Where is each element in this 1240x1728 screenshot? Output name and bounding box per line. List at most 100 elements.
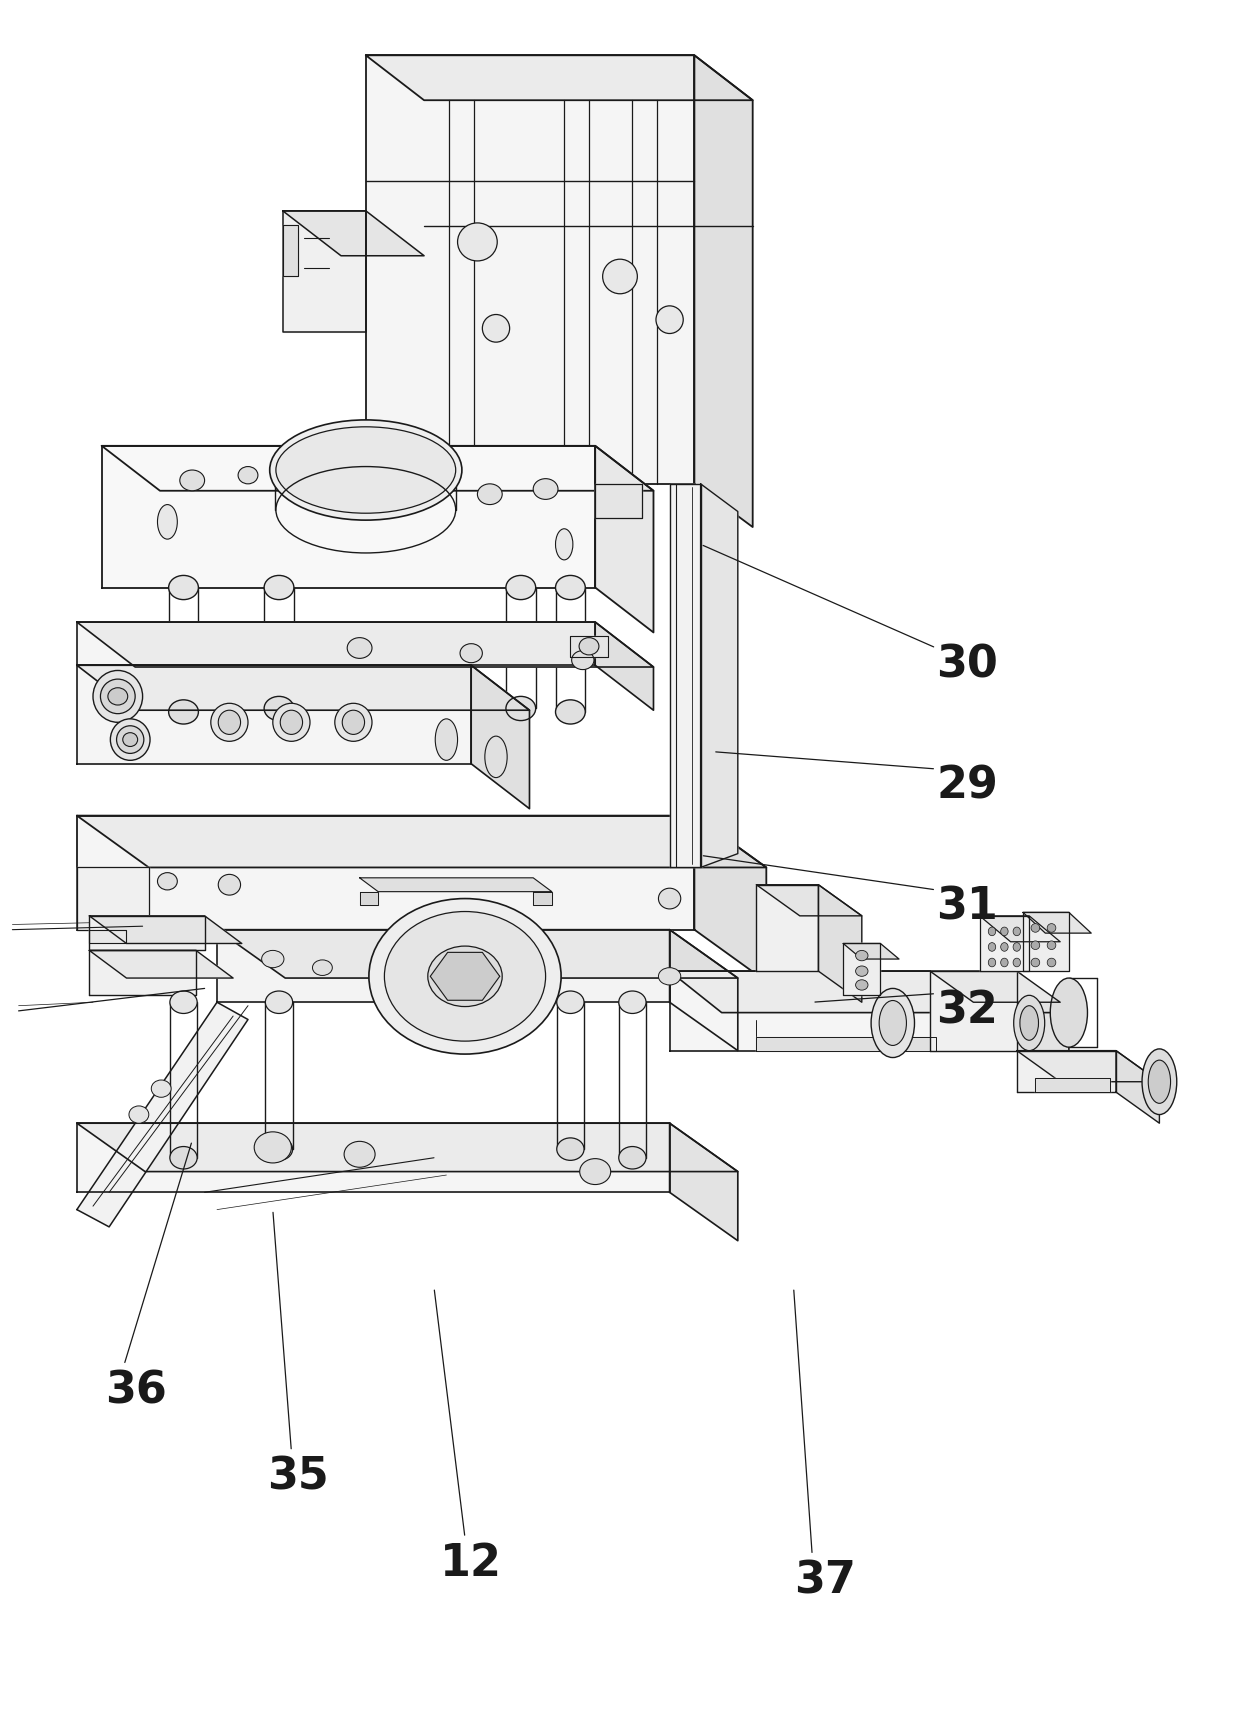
Text: 12: 12 (440, 1543, 502, 1585)
Polygon shape (570, 636, 608, 657)
Polygon shape (843, 943, 880, 995)
Ellipse shape (1142, 1049, 1177, 1115)
Polygon shape (1116, 1051, 1159, 1123)
Ellipse shape (579, 638, 599, 655)
Ellipse shape (557, 990, 584, 1013)
Ellipse shape (477, 484, 502, 505)
Ellipse shape (506, 696, 536, 721)
Ellipse shape (1013, 957, 1021, 968)
Polygon shape (756, 885, 862, 916)
Ellipse shape (269, 420, 461, 520)
Ellipse shape (384, 912, 546, 1040)
Ellipse shape (556, 700, 585, 724)
Ellipse shape (275, 427, 455, 513)
Ellipse shape (879, 1001, 906, 1045)
Ellipse shape (157, 873, 177, 890)
Polygon shape (77, 1002, 248, 1227)
Polygon shape (283, 211, 366, 332)
Polygon shape (360, 892, 378, 905)
Ellipse shape (312, 961, 332, 975)
Ellipse shape (1021, 1006, 1039, 1040)
Ellipse shape (533, 479, 558, 499)
Ellipse shape (347, 638, 372, 658)
Ellipse shape (238, 467, 258, 484)
Ellipse shape (1001, 943, 1008, 950)
Ellipse shape (428, 947, 502, 1006)
Polygon shape (102, 446, 653, 491)
Polygon shape (1017, 1051, 1159, 1082)
Ellipse shape (579, 1158, 610, 1185)
Ellipse shape (170, 1147, 197, 1168)
Ellipse shape (157, 505, 177, 539)
Ellipse shape (1047, 923, 1055, 933)
Ellipse shape (1001, 926, 1008, 937)
Polygon shape (102, 446, 595, 588)
Text: 36: 36 (105, 1370, 167, 1412)
Ellipse shape (1030, 940, 1039, 950)
Polygon shape (471, 665, 529, 809)
Ellipse shape (117, 726, 144, 753)
Ellipse shape (335, 703, 372, 741)
Polygon shape (818, 885, 862, 1002)
Ellipse shape (262, 950, 284, 968)
Text: 31: 31 (936, 886, 998, 928)
Polygon shape (1023, 912, 1091, 933)
Ellipse shape (211, 703, 248, 741)
Polygon shape (756, 885, 818, 971)
Polygon shape (89, 950, 196, 995)
Polygon shape (77, 816, 766, 867)
Polygon shape (1017, 971, 1069, 1092)
Polygon shape (670, 484, 701, 867)
Polygon shape (670, 930, 738, 1051)
Polygon shape (89, 916, 242, 943)
Ellipse shape (856, 950, 868, 961)
Polygon shape (1035, 1078, 1110, 1092)
Ellipse shape (1030, 923, 1039, 933)
Ellipse shape (151, 1080, 171, 1097)
Ellipse shape (556, 575, 585, 600)
Polygon shape (77, 665, 529, 710)
Ellipse shape (343, 1140, 374, 1168)
Polygon shape (1017, 1051, 1116, 1092)
Polygon shape (595, 622, 653, 710)
Polygon shape (670, 971, 1069, 1013)
Ellipse shape (1047, 940, 1055, 950)
Ellipse shape (1050, 978, 1087, 1047)
Ellipse shape (100, 679, 135, 714)
Ellipse shape (180, 470, 205, 491)
Ellipse shape (988, 926, 996, 937)
Ellipse shape (619, 990, 646, 1013)
Ellipse shape (265, 1139, 293, 1161)
Polygon shape (283, 211, 424, 256)
Polygon shape (1023, 912, 1069, 971)
Polygon shape (89, 930, 126, 943)
Ellipse shape (506, 575, 536, 600)
Ellipse shape (482, 314, 510, 342)
Polygon shape (980, 916, 1029, 971)
Text: 35: 35 (267, 1457, 329, 1498)
Ellipse shape (169, 700, 198, 724)
Text: 32: 32 (936, 990, 998, 1032)
Polygon shape (694, 816, 766, 982)
Ellipse shape (556, 529, 573, 560)
Ellipse shape (169, 575, 198, 600)
Ellipse shape (1013, 926, 1021, 937)
Ellipse shape (1047, 957, 1055, 968)
Ellipse shape (988, 943, 996, 950)
Ellipse shape (264, 696, 294, 721)
Ellipse shape (110, 719, 150, 760)
Ellipse shape (370, 899, 560, 1054)
Ellipse shape (658, 888, 681, 909)
Ellipse shape (93, 670, 143, 722)
Ellipse shape (856, 966, 868, 976)
Polygon shape (595, 446, 653, 632)
Polygon shape (595, 484, 642, 518)
Polygon shape (366, 55, 753, 100)
Ellipse shape (218, 874, 241, 895)
Ellipse shape (458, 223, 497, 261)
Ellipse shape (265, 990, 293, 1013)
Polygon shape (930, 971, 1060, 1002)
Ellipse shape (656, 306, 683, 334)
Polygon shape (366, 55, 694, 484)
Ellipse shape (108, 688, 128, 705)
